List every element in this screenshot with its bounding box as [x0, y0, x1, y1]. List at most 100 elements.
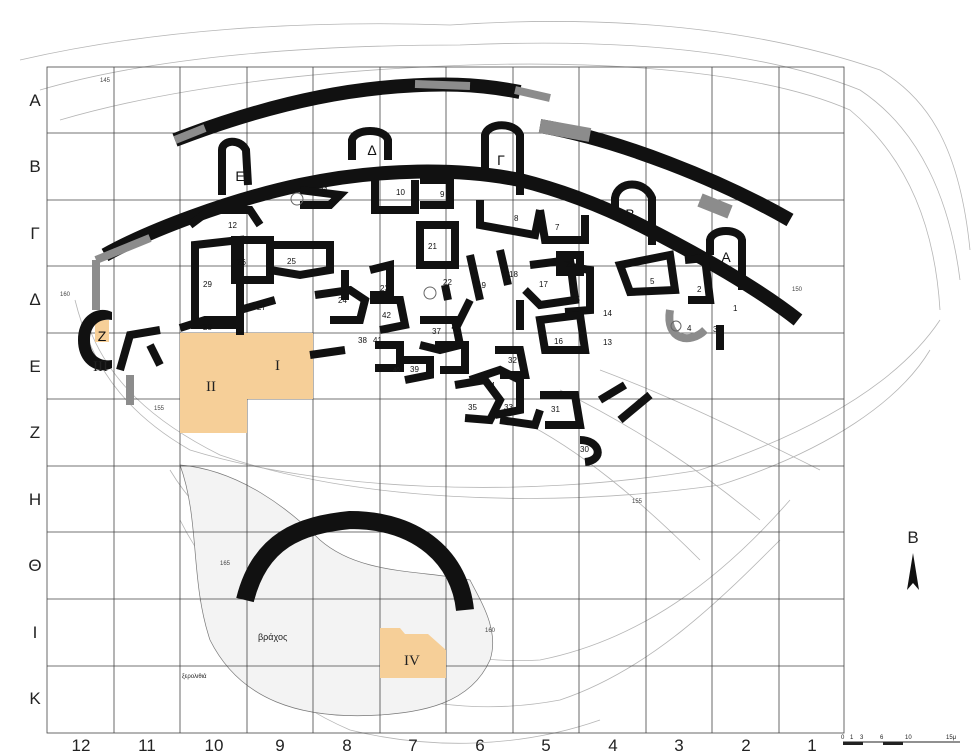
room-label: 9 — [440, 190, 445, 199]
row-label: Θ — [28, 556, 41, 575]
room-label: 28 — [203, 323, 212, 332]
scale-tick: 0 — [841, 735, 845, 741]
room-label: 5 — [650, 277, 655, 286]
row-label: Κ — [29, 689, 41, 708]
room-label: 19 — [477, 281, 486, 290]
room-label: 20 — [566, 260, 575, 269]
row-label: Ζ — [30, 423, 40, 442]
room-label: 15 — [571, 295, 580, 304]
column-label: 1 — [807, 736, 816, 754]
room-label: 18 — [509, 270, 518, 279]
room-label: 33 — [504, 403, 513, 412]
room-label: 37 — [432, 327, 441, 336]
room-label: 38 — [358, 336, 367, 345]
room-label: 30 — [580, 445, 589, 454]
tower-label-D: Δ — [367, 142, 376, 158]
room-walls — [116, 176, 724, 466]
contour-label: 155 — [632, 499, 643, 505]
contour-label: 160 — [485, 628, 496, 634]
column-label: 5 — [541, 736, 550, 754]
room-label: 29 — [203, 280, 212, 289]
north-arrow-icon — [907, 553, 919, 590]
column-label: 8 — [342, 736, 351, 754]
row-label: Β — [29, 157, 40, 176]
column-label: 4 — [608, 736, 617, 754]
room-label: 25 — [287, 257, 296, 266]
scale-tick: 1 — [850, 735, 854, 741]
column-label: 2 — [741, 736, 750, 754]
area-label-II: II — [206, 379, 216, 395]
tower-label-G: Γ — [497, 152, 505, 168]
room-label: 40 — [393, 368, 400, 374]
room-label: 24 — [338, 296, 347, 305]
room-label: 2 — [697, 285, 702, 294]
excavation-areas — [95, 320, 446, 678]
room-labels: 1 2 3 4 5 6 7 8 9 10 11 12 13 14 15 16 1… — [203, 186, 738, 454]
row-labels: Α Β Γ Δ Ε Ζ Η Θ Ι Κ — [28, 91, 41, 708]
room-label: 23 — [380, 284, 389, 293]
room-label: 16 — [554, 337, 563, 346]
area-III — [95, 320, 109, 342]
room-label: 7 — [555, 223, 560, 232]
area-label-III: III — [93, 359, 108, 375]
room-label: 39 — [410, 365, 419, 374]
area-I — [247, 333, 313, 399]
room-label: 32 — [508, 356, 517, 365]
row-label: Ε — [29, 357, 40, 376]
ravine-label: ξερολιθιά — [182, 673, 207, 680]
row-label: Δ — [29, 290, 40, 309]
room-label: 1 — [733, 304, 738, 313]
area-label-I: I — [275, 358, 280, 374]
room-label: 26 — [237, 258, 246, 267]
room-label: 8 — [514, 214, 519, 223]
column-label: 11 — [138, 736, 156, 754]
room-label: 11 — [320, 186, 329, 195]
tower-label-B: Β — [625, 206, 634, 222]
room-label: 34 — [486, 381, 495, 390]
column-label: 12 — [72, 736, 91, 754]
column-label: 6 — [475, 736, 484, 754]
room-label: 22 — [443, 278, 452, 287]
contour-label: 160 — [60, 292, 71, 298]
area-label-IV: IV — [404, 653, 420, 669]
cisterns — [290, 192, 682, 332]
contour-labels: 145 150 155 160 155 160 165 — [60, 78, 803, 634]
column-label: 7 — [408, 736, 417, 754]
column-label: 9 — [275, 736, 284, 754]
column-label: 3 — [674, 736, 683, 754]
contour-label: 145 — [100, 78, 111, 84]
contour-label: 150 — [792, 287, 803, 293]
cistern-icon — [290, 192, 304, 206]
room-label: 10 — [396, 188, 405, 197]
row-label: Γ — [30, 224, 39, 243]
contour-label: 165 — [220, 561, 231, 567]
column-labels: 12 11 10 9 8 7 6 5 4 3 2 1 — [72, 736, 817, 754]
cistern-icon — [670, 320, 682, 332]
room-label: 27 — [257, 303, 266, 312]
scale-bar: 0 1 3 6 10 15μ — [841, 735, 960, 745]
scale-tick: 10 — [905, 735, 912, 741]
area-II — [180, 333, 247, 433]
rock-label: βράχος — [258, 632, 288, 642]
room-label: 3 — [713, 325, 718, 334]
room-label: 41 — [373, 336, 382, 345]
area-labels: I II III IV — [93, 358, 420, 669]
room-label: 36 — [451, 342, 460, 351]
scale-tick: 3 — [860, 735, 864, 741]
room-label: 12 — [228, 221, 237, 230]
tower-label-A: Α — [721, 249, 731, 265]
column-label: 10 — [205, 736, 224, 754]
room-label: 31 — [551, 405, 560, 414]
cistern-icon — [423, 286, 437, 300]
room-label: 6 — [582, 236, 587, 245]
north-arrow: Β — [907, 528, 919, 590]
room-label: 17 — [539, 280, 548, 289]
tower-labels: Ε Δ Γ Β Α Ζ — [98, 142, 732, 344]
semicircular-wall — [236, 510, 474, 612]
room-label: 21 — [428, 242, 437, 251]
towers — [78, 121, 746, 371]
enclosure-walls — [92, 77, 803, 405]
room-label: 35 — [468, 403, 477, 412]
row-label: Ι — [33, 623, 38, 642]
